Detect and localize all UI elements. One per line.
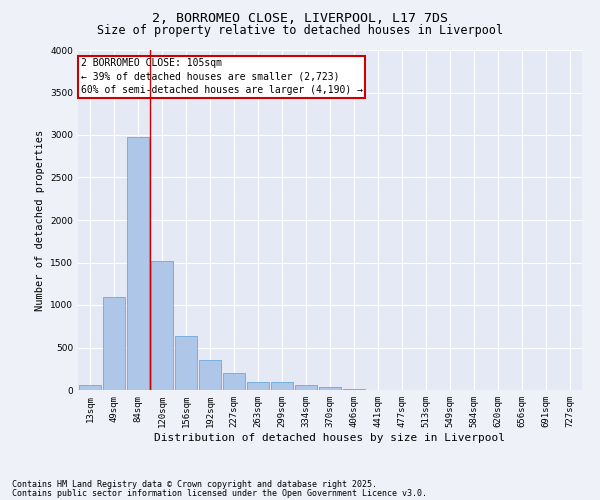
Bar [223,372,245,390]
Bar [271,382,293,390]
X-axis label: Distribution of detached houses by size in Liverpool: Distribution of detached houses by size … [155,432,505,442]
Text: 2 BORROMEO CLOSE: 105sqm
← 39% of detached houses are smaller (2,723)
60% of sem: 2 BORROMEO CLOSE: 105sqm ← 39% of detach… [80,58,362,95]
Bar [151,261,173,390]
Bar [247,382,269,390]
Bar [343,388,365,390]
Text: Size of property relative to detached houses in Liverpool: Size of property relative to detached ho… [97,24,503,37]
Bar [175,336,197,390]
Text: Contains HM Land Registry data © Crown copyright and database right 2025.: Contains HM Land Registry data © Crown c… [12,480,377,489]
Bar [199,360,221,390]
Bar [79,386,101,390]
Bar [103,296,125,390]
Y-axis label: Number of detached properties: Number of detached properties [35,130,44,310]
Text: 2, BORROMEO CLOSE, LIVERPOOL, L17 7DS: 2, BORROMEO CLOSE, LIVERPOOL, L17 7DS [152,12,448,26]
Bar [127,136,149,390]
Bar [295,386,317,390]
Text: Contains public sector information licensed under the Open Government Licence v3: Contains public sector information licen… [12,488,427,498]
Bar [319,388,341,390]
